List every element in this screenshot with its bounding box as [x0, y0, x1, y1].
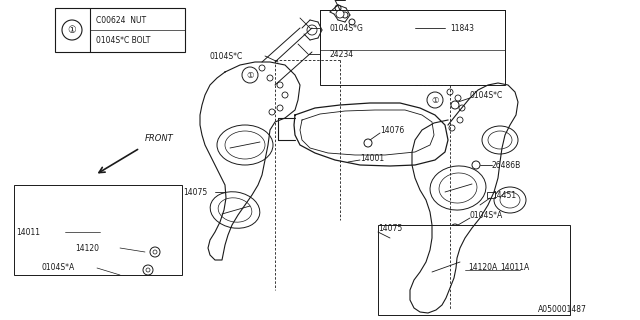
Ellipse shape [482, 126, 518, 154]
Circle shape [277, 105, 283, 111]
Ellipse shape [439, 173, 477, 203]
Text: 0104S*C: 0104S*C [210, 52, 243, 60]
Text: 0104S*A: 0104S*A [42, 263, 76, 273]
Circle shape [146, 268, 150, 272]
Circle shape [282, 92, 288, 98]
Text: C00624  NUT: C00624 NUT [96, 15, 146, 25]
Ellipse shape [488, 131, 512, 149]
Bar [320, 10, 505, 85]
Bar [487, 192, 495, 198]
Circle shape [277, 82, 283, 88]
Ellipse shape [218, 198, 252, 222]
Ellipse shape [494, 187, 526, 213]
Circle shape [342, 12, 348, 18]
Text: 14011A: 14011A [500, 263, 529, 273]
Circle shape [449, 125, 455, 131]
Bar [378, 225, 570, 315]
Circle shape [153, 250, 157, 254]
Circle shape [451, 224, 459, 232]
Circle shape [451, 101, 459, 109]
Text: 26486B: 26486B [492, 161, 521, 170]
Text: ①: ① [68, 25, 76, 35]
Text: 0104S*C: 0104S*C [470, 91, 503, 100]
Text: 14451: 14451 [492, 190, 516, 199]
Bar [55, 8, 185, 52]
Circle shape [143, 265, 153, 275]
Text: ①: ① [246, 70, 253, 79]
Circle shape [335, 5, 341, 11]
Circle shape [457, 117, 463, 123]
Circle shape [447, 89, 453, 95]
Bar [14, 185, 182, 275]
Text: 14075: 14075 [378, 223, 403, 233]
Circle shape [336, 10, 344, 18]
Ellipse shape [500, 192, 520, 208]
Circle shape [267, 75, 273, 81]
Text: 14120A: 14120A [468, 263, 497, 273]
Circle shape [307, 25, 317, 35]
Text: 24234: 24234 [330, 50, 354, 59]
Ellipse shape [225, 131, 265, 159]
Circle shape [150, 247, 160, 257]
Circle shape [259, 65, 265, 71]
Text: 14011: 14011 [16, 228, 40, 236]
Circle shape [269, 109, 275, 115]
Text: 0104S*A: 0104S*A [470, 211, 503, 220]
Circle shape [455, 95, 461, 101]
Text: 14001: 14001 [360, 154, 384, 163]
Text: 14076: 14076 [380, 125, 404, 134]
Circle shape [62, 20, 82, 40]
Ellipse shape [430, 166, 486, 210]
Circle shape [364, 139, 372, 147]
Text: 0104S*C BOLT: 0104S*C BOLT [96, 36, 150, 44]
Ellipse shape [210, 192, 260, 228]
Ellipse shape [424, 251, 466, 285]
Circle shape [472, 161, 480, 169]
Circle shape [427, 92, 443, 108]
Ellipse shape [217, 125, 273, 165]
Text: ①: ① [431, 95, 439, 105]
Text: 14120: 14120 [75, 244, 99, 252]
Ellipse shape [415, 244, 475, 292]
Circle shape [459, 105, 465, 111]
Circle shape [349, 19, 355, 25]
Text: 0104S*G: 0104S*G [330, 23, 364, 33]
Text: A050001487: A050001487 [538, 305, 587, 314]
Text: 14075: 14075 [183, 188, 207, 196]
Circle shape [242, 67, 258, 83]
Text: 11843: 11843 [450, 23, 474, 33]
Text: FRONT: FRONT [145, 134, 173, 143]
